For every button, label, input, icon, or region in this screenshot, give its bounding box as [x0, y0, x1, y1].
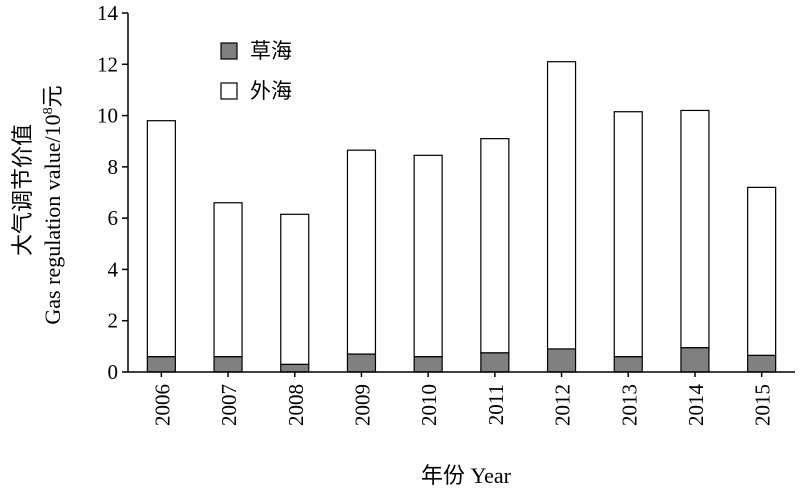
y-axis-title-line2-main: Gas regulation value/10 [40, 114, 65, 324]
bar-segment-caohai-2009 [346, 353, 377, 373]
y-axis-title-english: Gas regulation value/108元 [40, 85, 65, 324]
y-axis-ticks: 0 2 4 6 8 10 12 14 [97, 1, 128, 384]
x-tick-label-2009: 2009 [350, 384, 374, 426]
x-tick-label-2012: 2012 [551, 384, 575, 426]
legend: 草海 外海 [220, 39, 292, 103]
y-tick-label: 2 [108, 309, 119, 333]
x-axis-ticks: 2006 2007 2008 2009 2010 2011 2012 2013 2014 2015 [150, 372, 775, 427]
bar-segment-caohai-2010 [413, 356, 443, 373]
legend-swatch-waihai [220, 82, 238, 100]
x-tick-label-2011: 2011 [484, 384, 508, 425]
x-axis-title: 年份 Year [421, 463, 512, 488]
bar-segment-waihai-2012 [546, 61, 577, 350]
legend-swatch-caohai [220, 42, 238, 60]
y-tick-label: 4 [108, 257, 119, 281]
y-axis-title-line1: 大气调节价值 [10, 124, 35, 256]
y-tick-label: 14 [97, 1, 119, 25]
y-tick-label: 8 [108, 155, 119, 179]
bar-segment-waihai-2010 [413, 154, 443, 358]
y-axis-title: 大气调节价值 [10, 124, 35, 256]
bar-segment-waihai-2014 [680, 109, 710, 349]
bar-segment-waihai-2013 [613, 111, 643, 358]
legend-label-waihai: 外海 [250, 79, 292, 103]
y-axis-title-superscript: 8 [41, 107, 56, 114]
bars-group [146, 61, 777, 373]
bar-segment-caohai-2014 [680, 347, 710, 373]
bar-segment-waihai-2006 [146, 120, 176, 358]
x-tick-label-2007: 2007 [217, 384, 241, 426]
y-axis-title-unit: 元 [40, 85, 65, 107]
bar-segment-caohai-2007 [213, 356, 243, 373]
y-tick-label: 6 [108, 206, 119, 230]
bar-segment-waihai-2009 [346, 149, 377, 355]
bar-segment-caohai-2008 [280, 363, 310, 373]
legend-label-caohai: 草海 [250, 39, 292, 63]
bar-segment-waihai-2015 [747, 186, 777, 356]
bar-segment-caohai-2011 [480, 352, 510, 373]
bar-segment-caohai-2015 [747, 354, 777, 373]
bar-segment-caohai-2006 [146, 356, 176, 373]
x-tick-label-2010: 2010 [417, 384, 441, 426]
y-tick-label: 0 [108, 360, 119, 384]
bar-segment-caohai-2013 [613, 356, 643, 373]
y-tick-label: 10 [97, 104, 118, 128]
x-tick-label-2013: 2013 [617, 384, 641, 426]
bar-segment-waihai-2011 [480, 138, 510, 354]
bar-segment-waihai-2008 [280, 213, 310, 365]
x-tick-label-2015: 2015 [751, 384, 775, 426]
y-axis-title-line2: Gas regulation value/108元 [40, 85, 65, 324]
x-tick-label-2014: 2014 [684, 384, 708, 427]
x-tick-label-2008: 2008 [284, 384, 308, 426]
bar-segment-waihai-2007 [213, 202, 243, 358]
bar-segment-caohai-2012 [546, 348, 577, 373]
y-tick-label: 12 [97, 52, 118, 76]
x-tick-label-2006: 2006 [150, 384, 174, 426]
